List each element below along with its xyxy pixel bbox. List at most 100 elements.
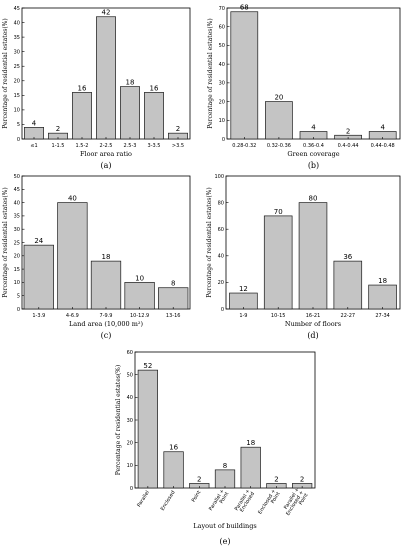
y-tick-label: 80 [218,200,224,206]
panel-caption: (e) [220,537,231,546]
chart-panel-2: 0 10 20 30 40 50 60 70 68 0.28-0.32 20 0.32-0.36 4 0.… [207,4,401,170]
x-category-label: Parallel [136,490,151,509]
y-tick-label: 30 [127,418,133,424]
x-category-label: Parallel +Enclosed +Point [281,487,310,520]
y-tick-label: 0 [222,137,225,143]
y-tick-label: 20 [218,280,224,286]
bar-value-label: 16 [78,84,87,92]
bar [163,451,184,489]
bar-value-label: 12 [239,285,248,293]
y-tick-label: 60 [127,350,133,356]
y-tick-label: 45 [14,6,20,12]
bar-value-label: 4 [311,124,316,132]
panel-caption: (c) [101,331,112,340]
x-axis-title: Layout of buildings [193,522,256,530]
bar-value-label: 4 [380,124,385,132]
x-category-label: 3-3.5 [148,143,161,149]
x-category-label: 22-27 [341,313,356,319]
bar [229,292,258,310]
y-axis-title: Percentage of residential estates(%) [2,187,9,297]
x-category-label: 0.4-0.44 [338,143,359,149]
bar-value-label: 18 [126,79,135,87]
bar [214,469,236,489]
x-axis-title: Green coverage [287,150,339,158]
y-tick-label: 30 [14,49,20,55]
x-category-label: Enclosed +Point [257,488,281,518]
y-tick-label: 20 [127,440,133,446]
x-category-label: 16-21 [306,313,321,319]
bar-value-label: 18 [246,439,255,447]
y-tick-label: 40 [14,200,20,206]
panel-caption: (d) [307,331,318,340]
y-tick-label: 60 [218,227,224,233]
bar [263,215,293,310]
x-category-label: 0.44-0.48 [371,143,395,149]
x-category-label: Parallel +Enclosed [234,488,256,514]
y-tick-label: 0 [221,307,224,313]
bar-value-label: 4 [32,119,37,127]
y-tick-label: 0 [17,137,20,143]
x-category-label: 2.5-3 [124,143,137,149]
x-category-label: 0.32-0.36 [267,143,291,149]
x-category-label: 27-34 [375,313,390,319]
y-tick-label: 10 [219,118,225,124]
x-category-label: 1-9 [239,313,247,319]
bar [72,92,92,140]
y-tick-label: 50 [14,174,20,180]
bar-value-label: 24 [34,237,43,245]
x-axis-title: Land area (10,000 m²) [69,320,143,328]
x-category-label: 7-9.9 [100,313,113,319]
y-tick-label: 5 [17,294,20,300]
bar-value-label: 8 [223,462,227,470]
y-tick-label: 35 [14,214,20,220]
x-category-label: 2-2.5 [100,143,113,149]
bar-value-label: 2 [346,127,350,135]
x-category-label: 10-12.9 [130,313,149,319]
y-tick-label: 10 [14,280,20,286]
y-tick-label: 10 [127,463,133,469]
bar-value-label: 36 [343,253,352,261]
bar [265,101,293,140]
x-category-label: 10-15 [271,313,286,319]
bar [57,202,88,310]
y-tick-label: 35 [14,35,20,41]
y-tick-label: 60 [219,25,225,31]
y-tick-label: 20 [14,254,20,260]
y-tick-label: 40 [218,254,224,260]
x-axis-title: Floor area ratio [80,150,132,158]
bar-value-label: 52 [143,362,152,370]
y-tick-label: 25 [14,240,20,246]
bar-value-label: 16 [169,444,178,452]
y-tick-label: 0 [17,307,20,313]
y-tick-label: 15 [14,93,20,99]
chart-panel-3: 0 5 10 15 20 25 30 35 40 45 50 24 1-3.9 40 4-6.9 18 7-9.… [2,174,191,340]
bar-value-label: 8 [171,280,175,288]
panel-caption: (b) [308,161,319,170]
x-axis-title: Number of floors [285,320,341,328]
bar-value-label: 18 [378,277,387,285]
x-category-label: >3.5 [172,143,184,149]
y-tick-label: 5 [17,122,20,128]
x-category-label: 0.28-0.32 [232,143,256,149]
x-category-label: 1-1.5 [52,143,65,149]
bar [23,244,54,310]
y-tick-label: 10 [14,108,20,114]
y-tick-label: 20 [219,99,225,105]
y-tick-label: 40 [14,20,20,26]
bar-value-label: 68 [240,4,249,12]
x-category-label: Parallel +Point [208,488,230,514]
x-category-label: 1.5-2 [76,143,89,149]
x-category-label: 4-6.9 [66,313,79,319]
bar-value-label: 2 [197,475,201,483]
bar-value-label: 2 [176,125,180,133]
y-tick-label: 70 [219,6,225,12]
y-tick-label: 40 [127,395,133,401]
x-category-label: 1-3.9 [32,313,45,319]
y-tick-label: 15 [14,267,20,273]
y-tick-label: 40 [219,62,225,68]
y-axis-title: Percentage of residential estates(%) [2,18,9,128]
x-category-label: 13-16 [166,313,181,319]
chart-panel-5: 0 10 20 30 40 50 60 52 Parallel 16 Enclosed 2 Point 8… [115,350,316,546]
y-tick-label: 45 [14,187,20,193]
y-tick-label: 30 [14,227,20,233]
